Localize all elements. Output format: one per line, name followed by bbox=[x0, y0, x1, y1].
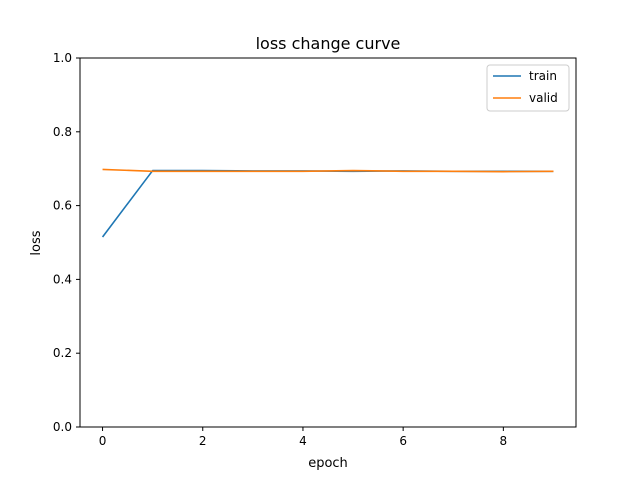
x-tick-label: 8 bbox=[500, 434, 508, 448]
axis-ticks: 0 2 4 6 8 0.0 0.2 0.4 0.6 0.8 1.0 bbox=[53, 51, 507, 448]
y-tick-label: 0.8 bbox=[53, 125, 72, 139]
y-axis-label: loss bbox=[29, 230, 44, 255]
x-tick-label: 2 bbox=[199, 434, 207, 448]
x-axis-label: epoch bbox=[308, 456, 348, 471]
chart-title: loss change curve bbox=[256, 34, 401, 53]
y-tick-label: 0.0 bbox=[53, 420, 72, 434]
legend-label-train: train bbox=[529, 69, 557, 83]
y-tick-label: 0.4 bbox=[53, 272, 72, 286]
x-tick-label: 4 bbox=[299, 434, 307, 448]
y-tick-label: 0.6 bbox=[53, 199, 72, 213]
plot-lines bbox=[101, 168, 554, 238]
legend: train valid bbox=[486, 64, 570, 112]
series-line-valid bbox=[102, 168, 554, 173]
plot-area-frame bbox=[79, 57, 577, 428]
x-tick-label: 6 bbox=[399, 434, 407, 448]
y-tick-label: 0.2 bbox=[53, 346, 72, 360]
legend-label-valid: valid bbox=[529, 91, 558, 105]
x-tick-label: 0 bbox=[99, 434, 107, 448]
y-tick-label: 1.0 bbox=[53, 51, 72, 65]
